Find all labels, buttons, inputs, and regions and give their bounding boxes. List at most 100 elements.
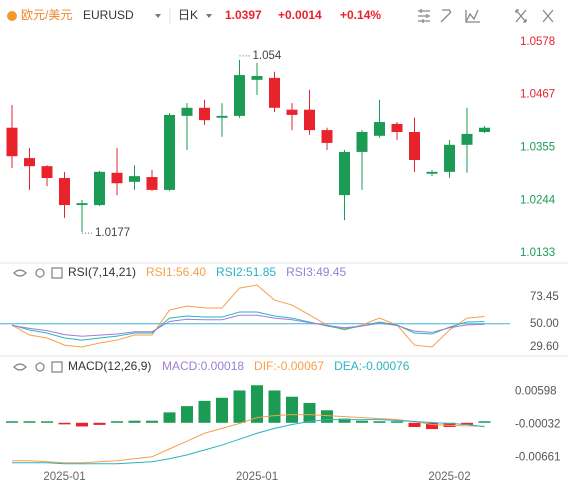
dropdown-arrow[interactable] xyxy=(206,14,212,18)
macd-line xyxy=(12,419,485,465)
y-tick-label: 73.45 xyxy=(530,291,559,303)
macd-bar xyxy=(443,422,456,427)
x-tick-label: 2025-02 xyxy=(428,471,470,483)
candle-body xyxy=(444,144,455,172)
dropdown-arrow[interactable] xyxy=(155,14,161,18)
rsi-title: RSI(7,14,21) xyxy=(68,265,136,279)
macd-bar xyxy=(356,420,368,423)
symbol-icon xyxy=(7,11,17,21)
macd-bar xyxy=(478,421,491,423)
candle-body xyxy=(391,123,403,133)
period[interactable]: 日K xyxy=(178,8,198,22)
close-icon[interactable] xyxy=(542,9,554,23)
indicator-icon[interactable] xyxy=(465,9,480,23)
low-annotation: 1.0177 xyxy=(95,227,130,239)
macd-bar xyxy=(198,400,211,423)
legend-entry: RSI3:49.45 xyxy=(286,265,346,279)
candle-body xyxy=(199,107,210,121)
macd-bar xyxy=(216,397,228,423)
macd-title: MACD(12,26,9) xyxy=(68,359,151,373)
macd-bar xyxy=(76,422,88,427)
high-annotation: 1.054 xyxy=(253,50,282,62)
y-tick-label: 50.00 xyxy=(530,318,559,330)
rsi-header-icons xyxy=(13,267,63,279)
macd-bar xyxy=(461,422,473,425)
macd-bar xyxy=(303,402,316,423)
draw-icon[interactable] xyxy=(440,9,452,23)
x-tick-label: 2025-01 xyxy=(236,471,278,483)
candle-body xyxy=(269,77,280,108)
candle-body xyxy=(146,177,158,190)
y-tick-label: -0.00661 xyxy=(515,451,560,463)
candle-body xyxy=(321,130,333,143)
price-change-pct: +0.14% xyxy=(340,8,381,22)
settings-icon[interactable] xyxy=(35,362,45,372)
macd-bar xyxy=(233,390,246,423)
candle-body xyxy=(59,178,70,206)
candle-body xyxy=(339,151,350,196)
candle-body xyxy=(164,114,175,190)
y-tick-label: 1.0355 xyxy=(520,142,555,154)
candle-body xyxy=(234,75,245,116)
candle-body xyxy=(374,122,385,136)
y-tick-label: 1.0244 xyxy=(520,194,556,206)
macd-bar xyxy=(41,421,53,423)
y-tick-label: 29.60 xyxy=(530,341,559,353)
macd-bar xyxy=(251,385,263,423)
macd-bar xyxy=(286,396,298,423)
legend-entry: DEA:-0.00076 xyxy=(334,359,410,373)
toggle-icon[interactable] xyxy=(51,361,63,373)
macd-bar xyxy=(23,421,36,423)
toolbar xyxy=(418,9,554,23)
macd-bar xyxy=(58,422,71,425)
x-tick-label: 2025-01 xyxy=(43,471,85,483)
price-change: +0.0014 xyxy=(278,8,322,22)
macd-header-icons xyxy=(13,361,63,373)
candle-body xyxy=(111,172,123,184)
macd-bar xyxy=(321,410,333,423)
symbol-name[interactable]: 欧元/美元 xyxy=(21,8,72,22)
candle-body xyxy=(41,166,53,179)
macd-bar xyxy=(268,390,281,423)
legend-entry: MACD:0.00018 xyxy=(162,359,244,373)
visibility-icon[interactable] xyxy=(13,363,27,371)
y-tick-label: -0.00032 xyxy=(515,418,560,430)
y-tick-label: 0.00598 xyxy=(515,386,557,398)
legend-entry: DIF:-0.00067 xyxy=(254,359,324,373)
candle-body xyxy=(216,115,228,118)
macd-bar xyxy=(373,421,386,423)
legend-entry: RSI1:56.40 xyxy=(146,265,206,279)
macd-bar xyxy=(408,422,421,427)
candle-body xyxy=(479,127,490,133)
macd-bar xyxy=(391,421,403,423)
candle-body xyxy=(76,203,88,206)
rsi-line xyxy=(11,284,485,348)
candle-body xyxy=(129,176,140,182)
macd-bar xyxy=(93,422,106,425)
settings-icon[interactable] xyxy=(35,268,45,278)
rsi-line xyxy=(11,311,485,341)
candle-body xyxy=(24,158,35,167)
symbol-code[interactable]: EURUSD xyxy=(83,8,134,22)
settings-icon[interactable] xyxy=(418,9,430,23)
y-tick-label: 1.0133 xyxy=(520,247,555,259)
macd-bar xyxy=(111,421,123,423)
macd-bar xyxy=(163,412,176,423)
last-price: 1.0397 xyxy=(225,8,262,22)
macd-bar xyxy=(426,422,438,430)
macd-bar xyxy=(128,420,141,423)
legend-entry: RSI2:51.85 xyxy=(216,265,276,279)
visibility-icon[interactable] xyxy=(13,269,27,277)
candle-body xyxy=(426,171,438,174)
fullscreen-icon[interactable] xyxy=(515,9,527,23)
macd-bar xyxy=(146,420,158,423)
candle-body xyxy=(286,109,298,115)
y-tick-label: 1.0578 xyxy=(520,36,555,48)
candle-body xyxy=(6,127,18,157)
rsi-line xyxy=(11,314,485,337)
y-tick-label: 1.0467 xyxy=(520,89,555,101)
toggle-icon[interactable] xyxy=(51,267,63,279)
candle-body xyxy=(251,76,263,80)
candle-body xyxy=(304,109,315,131)
